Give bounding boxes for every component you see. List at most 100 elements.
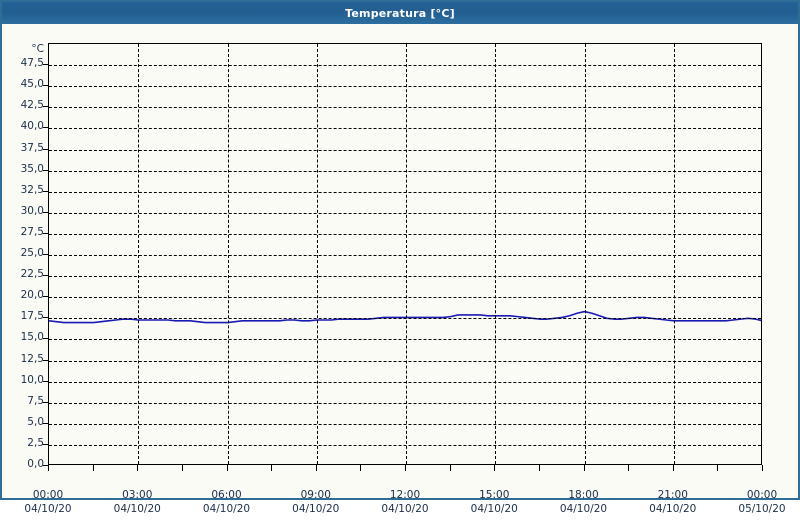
x-tick-label: 00:00 04/10/20 (8, 488, 88, 516)
y-gridline (49, 170, 761, 172)
x-tick-time: 00:00 (746, 489, 778, 501)
x-tick-date: 04/10/20 (202, 503, 251, 515)
x-tick-time: 15:00 (479, 489, 510, 501)
y-tick-label: 2,5 (27, 436, 44, 449)
x-tick-time: 00:00 (32, 489, 64, 501)
y-tick-mark (43, 465, 48, 466)
y-tick-mark (43, 422, 48, 424)
y-gridline (49, 107, 761, 109)
y-tick-label: 40,0 (20, 120, 44, 133)
y-tick-label: 7,5 (27, 394, 44, 407)
x-tick-date: 04/10/20 (113, 503, 161, 515)
x-tick-date: 04/10/20 (559, 503, 608, 515)
x-tick-mark (672, 465, 674, 471)
y-tick-label: 37,5 (20, 141, 44, 154)
y-tick-label: 17,5 (20, 310, 44, 323)
x-tick-time: 06:00 (211, 489, 242, 501)
y-axis-labels: 47,5 45,0 42,5 40,0 37,5 35,0 32,5 30,0 27,5 25,0… (2, 43, 44, 470)
x-tick-date: 04/10/20 (292, 503, 340, 515)
x-gridline (138, 44, 140, 464)
x-tick-mark (717, 465, 719, 471)
y-gridline (49, 318, 761, 320)
plot-area (48, 43, 762, 465)
y-gridline (49, 423, 761, 425)
y-tick-label: 25,0 (20, 247, 44, 259)
x-tick-label: 15:00 04/10/20 (454, 488, 534, 516)
window-titlebar: Temperatura [°C] (2, 2, 798, 24)
y-tick-label: 30,0 (20, 204, 44, 217)
y-gridline (49, 65, 761, 67)
x-tick-mark (538, 465, 540, 471)
x-tick-time: 21:00 (657, 489, 688, 501)
y-gridline (49, 212, 761, 214)
x-tick-label: 03:00 04/10/20 (97, 488, 177, 516)
y-tick-label: 22,5 (20, 268, 44, 281)
y-gridline (49, 339, 761, 341)
x-tick-label: 18:00 04/10/20 (544, 488, 624, 516)
y-tick-label: 47,5 (20, 57, 44, 70)
x-tick-label: 00:00 05/10/20 (722, 488, 800, 516)
y-tick-mark (43, 148, 48, 150)
y-tick-label: 35,0 (20, 162, 44, 175)
x-tick-time: 18:00 (568, 489, 599, 501)
y-tick-mark (43, 232, 48, 234)
x-tick-mark (137, 465, 139, 471)
y-gridline (49, 233, 761, 235)
y-tick-mark (43, 254, 48, 255)
x-tick-mark (405, 465, 406, 471)
x-tick-mark (271, 465, 273, 471)
x-tick-time: 12:00 (389, 489, 421, 501)
x-tick-date: 04/10/20 (649, 503, 697, 515)
y-gridline (49, 86, 761, 88)
y-gridline (49, 297, 761, 299)
x-tick-mark (762, 465, 763, 471)
chart-canvas: °C 47,5 45,0 42,5 40,0 37,5 35,0 32,5 30,0 27,5 2… (2, 24, 798, 515)
x-gridline (316, 44, 318, 464)
y-tick-mark (43, 190, 48, 192)
y-gridline (49, 402, 761, 404)
x-tick-label: 09:00 04/10/20 (276, 488, 356, 516)
y-tick-label: 0,0 (27, 458, 44, 470)
x-tick-mark (181, 465, 183, 471)
y-tick-label: 45,0 (20, 78, 44, 91)
x-tick-date: 04/10/20 (24, 503, 72, 515)
y-gridline (49, 444, 761, 446)
y-gridline (49, 381, 761, 383)
y-tick-mark (43, 106, 48, 108)
x-tick-date: 04/10/20 (381, 503, 429, 515)
y-tick-mark (43, 127, 48, 129)
y-tick-mark (43, 169, 48, 171)
y-tick-mark (43, 443, 48, 445)
y-gridline (49, 191, 761, 193)
y-axis-unit-label: °C (31, 43, 44, 55)
y-tick-mark (43, 64, 48, 66)
x-gridline (495, 44, 497, 464)
y-gridline (49, 360, 761, 362)
x-tick-mark (226, 465, 228, 471)
y-tick-mark (43, 401, 48, 403)
y-gridline (49, 149, 761, 151)
x-tick-mark (583, 465, 585, 471)
x-gridline (227, 44, 229, 464)
x-tick-label: 21:00 04/10/20 (633, 488, 713, 516)
x-tick-label: 06:00 04/10/20 (187, 488, 267, 516)
y-tick-label: 5,0 (27, 415, 44, 428)
y-gridline (49, 276, 761, 278)
y-tick-mark (43, 211, 48, 213)
y-tick-mark (43, 296, 48, 298)
y-tick-label: 12,5 (20, 352, 44, 365)
page-title: Temperatura [°C] (345, 6, 455, 20)
x-tick-mark (449, 465, 451, 471)
x-tick-time: 03:00 (122, 489, 153, 501)
x-tick-mark (48, 465, 49, 471)
y-tick-mark (43, 380, 48, 382)
y-tick-mark (43, 275, 48, 277)
y-tick-mark (43, 359, 48, 361)
y-tick-mark (43, 85, 48, 87)
y-gridline (49, 128, 761, 130)
x-axis-labels: 00:00 04/10/20 03:00 04/10/20 06:00 04/10/20 0… (2, 488, 798, 522)
x-tick-time: 09:00 (300, 489, 331, 501)
x-tick-mark (92, 465, 94, 471)
y-tick-label: 42,5 (20, 99, 44, 112)
